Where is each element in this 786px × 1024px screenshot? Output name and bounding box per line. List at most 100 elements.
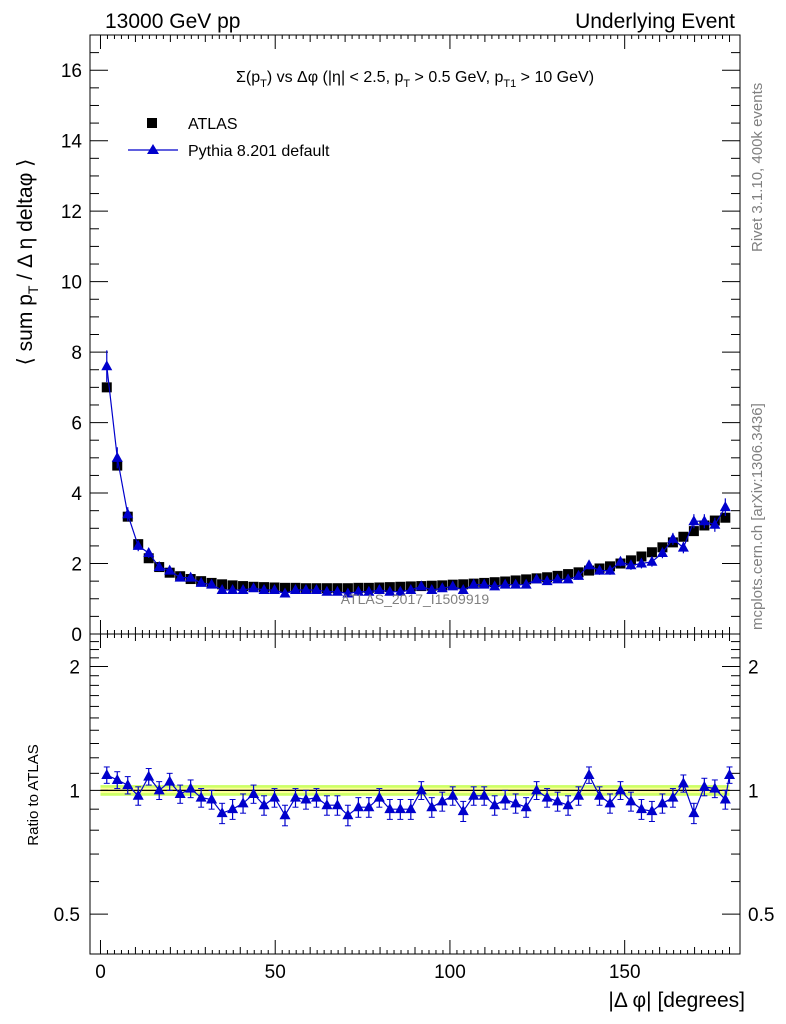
atlas-point	[688, 526, 699, 537]
ratio-point	[573, 789, 585, 800]
pythia-point	[583, 559, 595, 570]
ratio-point	[552, 795, 564, 806]
legend-marker-pythia	[147, 144, 159, 154]
ratio-point	[415, 784, 427, 795]
ratio-point	[384, 803, 396, 814]
atlas-point	[584, 565, 595, 576]
pythia-point	[111, 451, 123, 462]
ratio-point	[185, 782, 197, 793]
rivet-version: Rivet 3.1.10, 400k events	[749, 83, 766, 252]
ratio-y-tick-label-right: 0.5	[748, 905, 774, 926]
ratio-point	[300, 793, 312, 804]
ratio-point	[667, 791, 679, 802]
main-y-tick-label: 6	[71, 414, 82, 435]
ratio-point	[405, 803, 417, 814]
pythia-point	[426, 583, 438, 594]
ratio-point	[436, 795, 448, 806]
ratio-point	[614, 784, 626, 795]
ratio-point	[656, 797, 668, 808]
x-axis-ticks: 0 50 100 150	[95, 35, 731, 983]
ratio-point	[153, 784, 165, 795]
x-tick-label: 50	[265, 962, 286, 983]
pythia-point	[279, 587, 291, 598]
atlas-point	[636, 551, 647, 562]
legend: ATLAS Pythia 8.201 default	[128, 116, 330, 160]
ratio-y-axis-label: Ratio to ATLAS	[25, 744, 42, 845]
ratio-uncertainty-band	[100, 785, 730, 796]
ratio-point	[520, 801, 532, 812]
pythia-point	[709, 518, 721, 529]
ratio-y-tick-label: 0.5	[54, 905, 80, 926]
ratio-point	[122, 779, 134, 790]
ratio-point	[394, 803, 406, 814]
ratio-point	[352, 801, 364, 812]
pythia-point	[373, 583, 385, 594]
analysis-watermark: ATLAS_2017_I1509919	[341, 591, 490, 607]
ratio-point	[258, 799, 270, 810]
ratio-point	[468, 789, 480, 800]
ratio-point	[719, 793, 731, 804]
ratio-point	[562, 799, 574, 810]
pythia-point	[646, 555, 658, 566]
ratio-point	[447, 789, 459, 800]
pythia-point	[269, 583, 281, 594]
pythia-point	[541, 575, 553, 586]
pythia-point	[363, 585, 375, 596]
ratio-y-tick-label-right: 1	[748, 781, 759, 802]
main-panel: 0 2 4 6 8 10 12 14 16 ATLAS_2017_I1509919 Σ(pT) …	[14, 34, 741, 646]
pythia-point	[719, 501, 731, 512]
pythia-point	[122, 508, 134, 519]
ratio-point	[531, 784, 543, 795]
pythia-point	[457, 583, 469, 594]
ratio-point	[646, 805, 658, 816]
pythia-point	[604, 564, 616, 575]
pythia-point	[185, 571, 197, 582]
main-y-tick-label: 16	[61, 61, 82, 82]
main-y-axis-label: ⟨ sum pT / Δ η deltaφ ⟩	[14, 159, 41, 366]
ratio-point	[625, 795, 637, 806]
atlas-point	[646, 547, 657, 558]
pythia-point	[143, 546, 155, 557]
ratio-point	[373, 791, 385, 802]
pythia-point	[635, 557, 647, 568]
pythia-point	[310, 583, 322, 594]
ratio-point	[101, 768, 113, 779]
ratio-point	[195, 791, 207, 802]
pythia-point	[248, 582, 260, 593]
pythia-point	[195, 576, 207, 587]
pythia-point	[520, 578, 532, 589]
pythia-point	[384, 585, 396, 596]
x-tick-label: 100	[434, 962, 466, 983]
ratio-point	[709, 782, 721, 793]
ratio-point	[164, 775, 176, 786]
ratio-point	[688, 807, 700, 818]
pythia-point	[394, 585, 406, 596]
pythia-point	[227, 583, 239, 594]
ratio-point	[248, 787, 260, 798]
ratio-point	[635, 803, 647, 814]
pythia-point	[352, 585, 364, 596]
main-y-tick-label: 14	[61, 132, 83, 153]
pythia-point	[667, 532, 679, 543]
atlas-point	[143, 553, 154, 564]
pythia-point	[132, 539, 144, 550]
main-y-tick-label: 0	[71, 625, 82, 646]
pythia-point	[447, 580, 459, 591]
pythia-point	[174, 571, 186, 582]
pythia-point	[415, 580, 427, 591]
ratio-point	[289, 791, 301, 802]
mcplots-credit: mcplots.cern.ch [arXiv:1306.3436]	[749, 403, 766, 630]
x-tick-label: 150	[609, 962, 641, 983]
pythia-point	[436, 582, 448, 593]
ratio-point	[541, 791, 553, 802]
ratio-point	[677, 777, 689, 788]
ratio-point	[724, 768, 736, 779]
main-y-tick-label: 4	[71, 484, 82, 505]
ratio-series	[101, 766, 736, 827]
atlas-point	[678, 531, 689, 542]
ratio-point	[489, 799, 501, 810]
ratio-point	[269, 791, 281, 802]
ratio-point	[237, 797, 249, 808]
ratio-point	[216, 807, 228, 818]
